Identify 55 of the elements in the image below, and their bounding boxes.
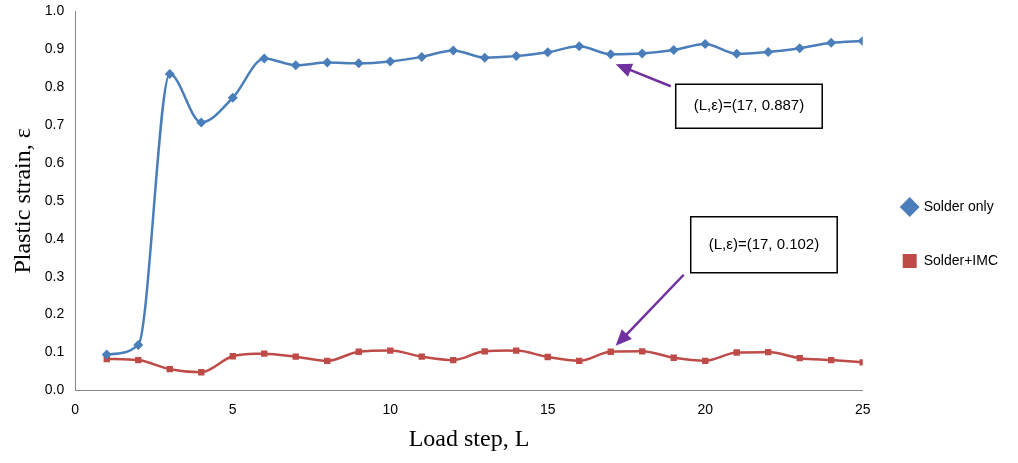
point bbox=[416, 51, 427, 62]
x-axis-title: Load step, L bbox=[408, 424, 530, 451]
x-tick-label: 25 bbox=[854, 400, 871, 417]
point bbox=[259, 53, 270, 64]
point bbox=[385, 56, 396, 67]
annotation: (L,ε)=(17, 0.102) bbox=[708, 234, 820, 252]
y-axis-title: Plastic strain, ε bbox=[8, 128, 35, 274]
y-tick-label: 0.4 bbox=[44, 229, 65, 246]
point bbox=[794, 43, 805, 54]
point bbox=[353, 58, 364, 69]
point bbox=[513, 347, 520, 354]
legend-label: Solder only bbox=[923, 197, 994, 214]
y-tick-label: 0.5 bbox=[44, 191, 65, 208]
point bbox=[637, 48, 648, 59]
y-tick-label: 1.0 bbox=[44, 2, 65, 19]
point bbox=[763, 46, 774, 57]
point bbox=[290, 60, 301, 71]
point bbox=[668, 45, 679, 56]
point bbox=[164, 68, 175, 79]
point bbox=[605, 49, 616, 60]
point bbox=[542, 47, 553, 58]
legend-label: Solder+IMC bbox=[923, 251, 999, 268]
point bbox=[481, 348, 488, 355]
x-tick-label: 0 bbox=[71, 400, 80, 417]
point bbox=[133, 339, 144, 350]
x-tick-label: 10 bbox=[382, 400, 399, 417]
point bbox=[292, 353, 299, 360]
point bbox=[261, 350, 268, 357]
x-tick-label: 20 bbox=[697, 400, 714, 417]
point bbox=[387, 347, 394, 354]
point bbox=[733, 349, 740, 356]
point bbox=[448, 45, 459, 56]
point bbox=[700, 38, 711, 49]
point bbox=[511, 51, 522, 62]
point bbox=[101, 349, 112, 360]
y-tick-label: 0.3 bbox=[44, 267, 65, 284]
point bbox=[639, 348, 646, 355]
y-tick-label: 0.0 bbox=[44, 381, 65, 398]
point bbox=[227, 92, 238, 103]
x-tick-label: 15 bbox=[539, 400, 556, 417]
y-tick-label: 0.8 bbox=[44, 78, 65, 95]
point bbox=[574, 41, 585, 52]
y-tick-label: 0.6 bbox=[44, 153, 65, 170]
point bbox=[826, 37, 837, 48]
point bbox=[322, 57, 333, 68]
point bbox=[196, 117, 207, 128]
point bbox=[479, 52, 490, 63]
annotation: (L,ε)=(17, 0.887) bbox=[693, 96, 805, 114]
x-tick-label: 5 bbox=[228, 400, 237, 417]
y-tick-label: 0.7 bbox=[44, 115, 65, 132]
point bbox=[731, 48, 742, 59]
y-tick-label: 0.2 bbox=[44, 305, 65, 322]
y-tick-label: 0.9 bbox=[44, 40, 65, 57]
point bbox=[418, 353, 425, 360]
y-tick-label: 0.1 bbox=[44, 343, 65, 360]
